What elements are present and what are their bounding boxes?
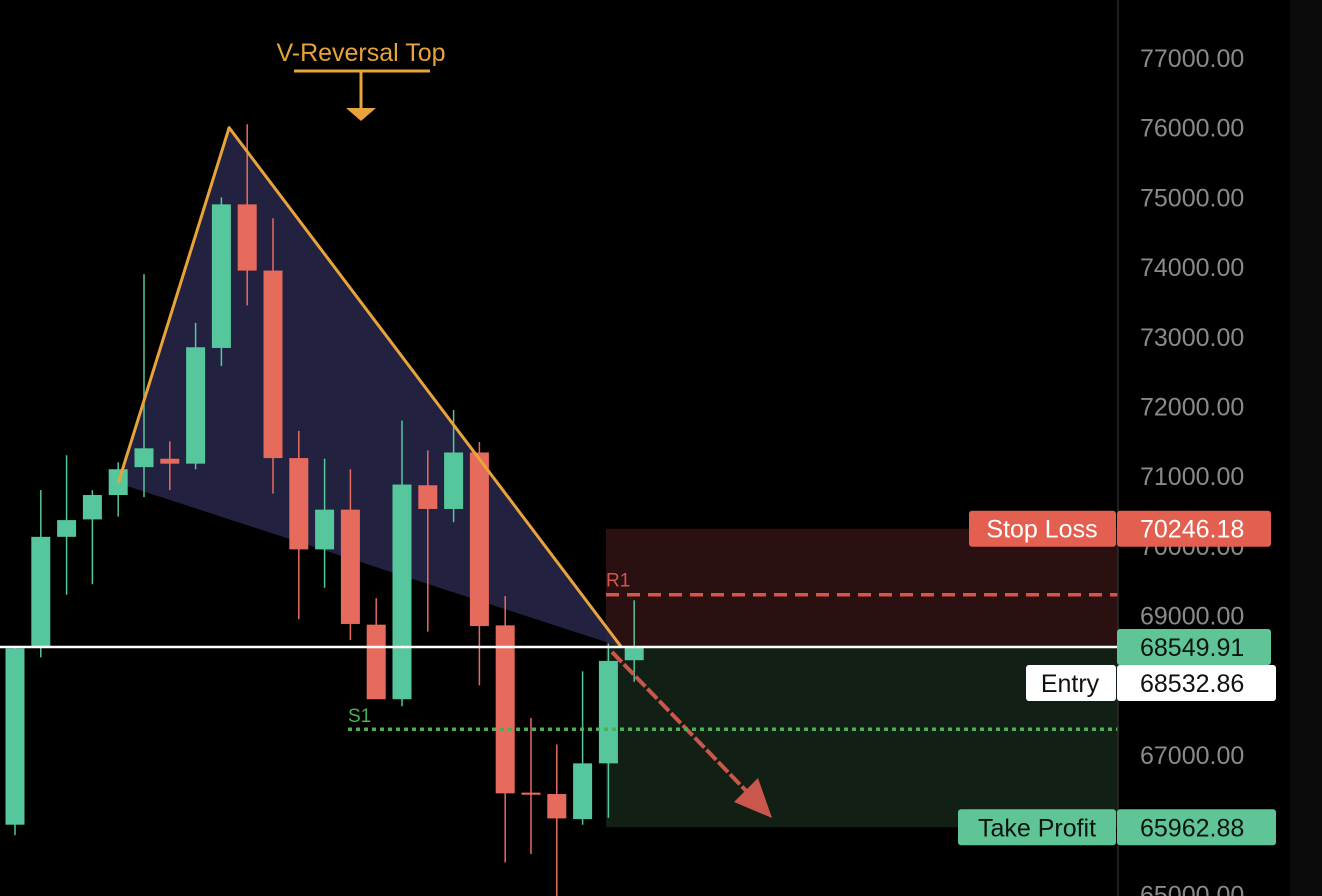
candle [521, 792, 541, 795]
projection-arrow-head [734, 778, 772, 818]
take-profit-value-bg [1117, 809, 1276, 846]
current-price-value-bg [1117, 628, 1271, 665]
candle [624, 646, 644, 661]
stop-loss-zone [606, 528, 1118, 649]
candle [598, 660, 618, 764]
price-badges: Stop Loss 70246.18 68549.91 Entry 68532.86 Ta… [958, 510, 1276, 846]
annotation-label: V-Reversal Top [276, 39, 445, 67]
entry-label: Entry [1041, 670, 1100, 698]
candle [469, 452, 489, 627]
pattern-lines [116, 69, 772, 818]
candle [82, 495, 102, 520]
candle [366, 624, 386, 700]
entry-value: 68532.86 [1140, 670, 1244, 698]
y-tick-label: 72000.00 [1140, 394, 1244, 422]
candle [186, 347, 206, 464]
levels: R1 S1 [0, 571, 1118, 731]
stop-loss-label: Stop Loss [986, 516, 1097, 544]
candle [57, 520, 77, 537]
price-axis: 65000.0067000.0069000.0070000.0071000.00… [1117, 0, 1322, 896]
y-tick-label: 73000.00 [1140, 324, 1244, 352]
y-tick-label: 75000.00 [1140, 184, 1244, 212]
pattern-outline [116, 126, 623, 648]
candle [134, 448, 154, 468]
candle [340, 509, 360, 624]
candles [5, 124, 644, 896]
stop-loss-value-bg [1117, 510, 1271, 547]
y-tick-label: 77000.00 [1140, 45, 1244, 73]
candle [289, 458, 309, 550]
candle [237, 204, 257, 271]
entry-label-bg [1026, 665, 1116, 701]
y-tick-label: 76000.00 [1140, 115, 1244, 143]
y-tick-label: 69000.00 [1140, 603, 1244, 631]
current-price-value: 68549.91 [1140, 634, 1244, 662]
y-tick-label: 71000.00 [1140, 463, 1244, 491]
y-tick-label: 67000.00 [1140, 742, 1244, 770]
projection-arrow-line [610, 650, 756, 801]
stop-loss-label-bg [969, 510, 1116, 547]
pattern-annotation: V-Reversal Top [276, 39, 445, 67]
right-gutter [1290, 0, 1322, 896]
candle [315, 509, 335, 550]
candle [444, 452, 464, 509]
candle [31, 536, 51, 647]
take-profit-label-bg [958, 809, 1116, 846]
candle [263, 270, 283, 459]
take-profit-label: Take Profit [978, 814, 1096, 842]
y-tick-label: 65000.00 [1140, 881, 1244, 896]
candle [211, 204, 231, 348]
s1-label: S1 [348, 706, 371, 727]
candle [392, 484, 412, 700]
candle [160, 458, 180, 464]
r1-label: R1 [606, 571, 630, 592]
entry-value-bg [1117, 665, 1276, 701]
y-tick-label: 74000.00 [1140, 254, 1244, 282]
candle [5, 648, 25, 825]
candle [495, 625, 515, 794]
candle [547, 794, 567, 819]
candle [418, 485, 438, 509]
candle [573, 763, 593, 820]
stop-loss-value: 70246.18 [1140, 516, 1244, 544]
annotation-arrow-icon [346, 108, 376, 121]
take-profit-value: 65962.88 [1140, 814, 1244, 842]
